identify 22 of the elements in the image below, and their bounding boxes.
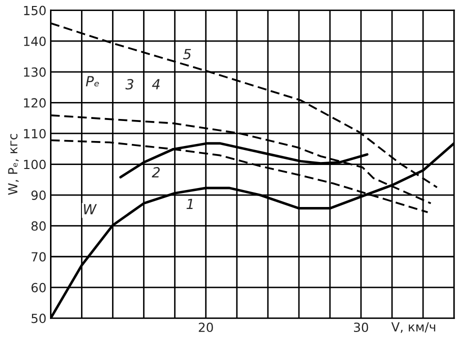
y-tick-label: 100 [24,160,46,170]
annotation: 4 [152,79,160,90]
x-axis-title: V, км/ч [391,322,436,333]
y-tick-label: 90 [31,190,46,200]
y-axis-title: W, Pₑ, кгс [8,134,19,195]
y-tick-label: 50 [32,314,46,324]
y-tick-label: 80 [31,221,46,231]
annotation: 1 [186,198,193,210]
x-tick-label: 30 [354,322,368,332]
x-tick-label: 20 [198,322,213,332]
annotation: W [84,204,97,214]
y-tick-label: 110 [24,128,46,138]
y-tick-label: 130 [24,67,46,77]
annotation: Pₑ [86,76,99,86]
y-tick-label: 140 [24,36,46,46]
annotation: 3 [125,78,134,90]
annotation: 2 [152,167,160,178]
y-tick-label: 70 [32,252,46,262]
y-tick-label: 120 [24,98,46,108]
y-tick-label: 60 [32,282,46,292]
annotation: 5 [183,48,191,60]
y-tick-label: 150 [24,6,46,16]
